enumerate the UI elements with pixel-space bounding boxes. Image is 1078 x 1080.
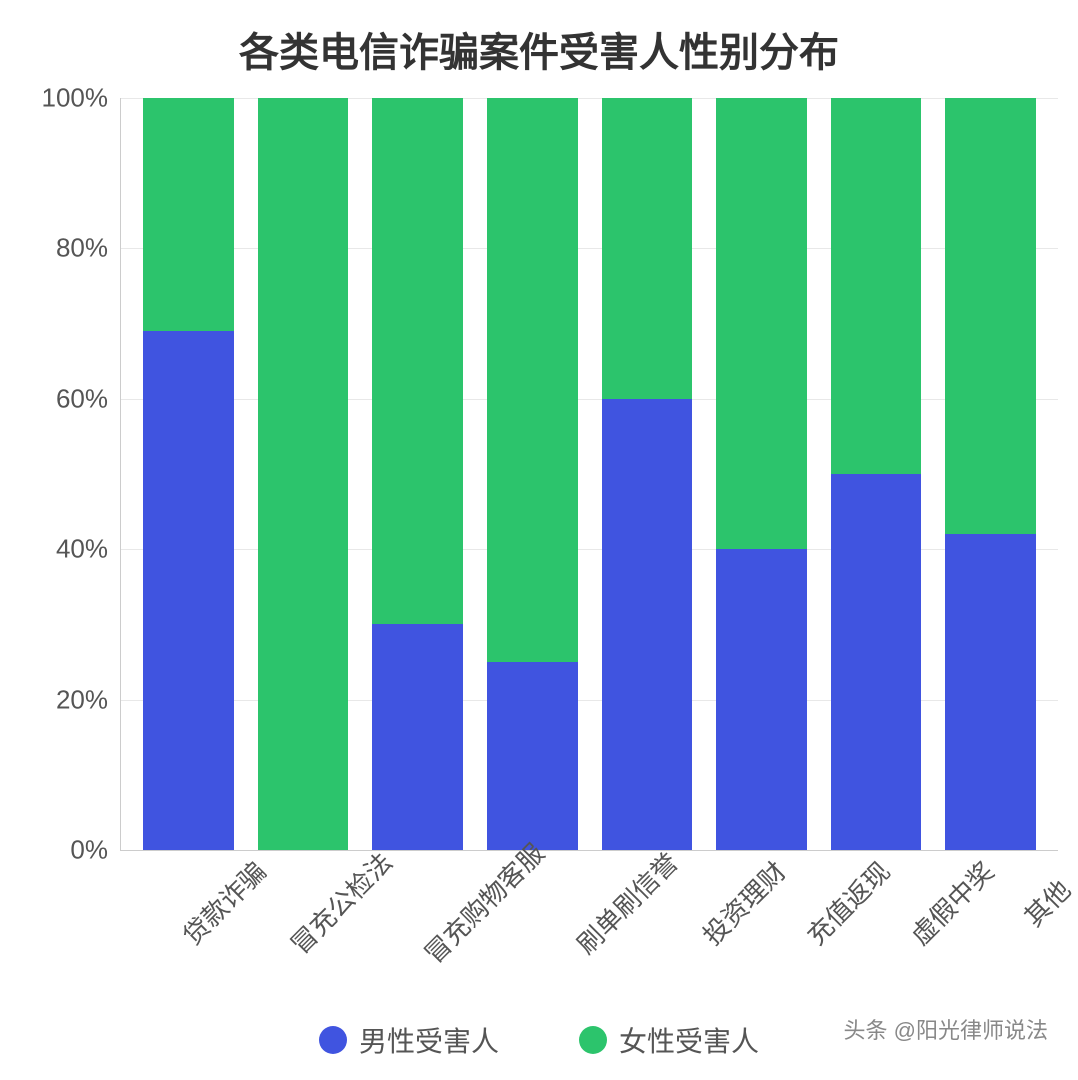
bar-group (704, 98, 819, 850)
chart-title: 各类电信诈骗案件受害人性别分布 (20, 20, 1058, 78)
bar-segment-female (831, 98, 922, 474)
bar-group (933, 98, 1048, 850)
bar-segment-female (372, 98, 463, 624)
bar-segment-female (487, 98, 578, 662)
bar-segment-female (945, 98, 1036, 534)
legend-label: 男性受害人 (359, 1020, 499, 1060)
bar-stack (716, 98, 807, 850)
bar-group (360, 98, 475, 850)
bars-area: 贷款诈骗冒充公检法冒充购物客服刷单刷信誉投资理财充值返现虚假中奖其他 (120, 98, 1058, 1010)
bar-segment-male (602, 399, 693, 850)
legend-label: 女性受害人 (619, 1020, 759, 1060)
bar-segment-male (945, 534, 1036, 850)
bars-row (121, 98, 1058, 850)
bar-segment-female (258, 98, 349, 850)
bar-segment-female (602, 98, 693, 399)
bar-stack (602, 98, 693, 850)
bar-segment-male (143, 331, 234, 850)
y-tick: 20% (20, 684, 120, 715)
bar-group (131, 98, 246, 850)
bar-segment-female (143, 98, 234, 331)
bar-segment-male (831, 474, 922, 850)
y-tick: 80% (20, 233, 120, 264)
bar-stack (945, 98, 1036, 850)
bar-segment-female (716, 98, 807, 549)
watermark: 头条 @阳光律师说法 (844, 1013, 1048, 1045)
x-labels: 贷款诈骗冒充公检法冒充购物客服刷单刷信誉投资理财充值返现虚假中奖其他 (120, 850, 1058, 1010)
bar-group (475, 98, 590, 850)
legend-item-female: 女性受害人 (579, 1020, 759, 1060)
bar-segment-male (372, 624, 463, 850)
y-tick: 40% (20, 534, 120, 565)
bar-group (590, 98, 705, 850)
y-tick: 60% (20, 383, 120, 414)
y-tick: 0% (20, 835, 120, 866)
y-axis: 100% 80% 60% 40% 20% 0% (20, 98, 120, 1010)
grid-area (120, 98, 1058, 850)
bar-stack (487, 98, 578, 850)
bar-stack (143, 98, 234, 850)
bar-stack (258, 98, 349, 850)
y-tick: 100% (20, 83, 120, 114)
legend-dot-icon (579, 1026, 607, 1054)
legend-dot-icon (319, 1026, 347, 1054)
chart-container: 各类电信诈骗案件受害人性别分布 100% 80% 60% 40% 20% 0% … (0, 0, 1078, 1080)
bar-group (246, 98, 361, 850)
bar-segment-male (716, 549, 807, 850)
plot-area: 100% 80% 60% 40% 20% 0% 贷款诈骗冒充公检法冒充购物客服刷… (20, 98, 1058, 1010)
bar-stack (372, 98, 463, 850)
bar-stack (831, 98, 922, 850)
legend-item-male: 男性受害人 (319, 1020, 499, 1060)
bar-group (819, 98, 934, 850)
